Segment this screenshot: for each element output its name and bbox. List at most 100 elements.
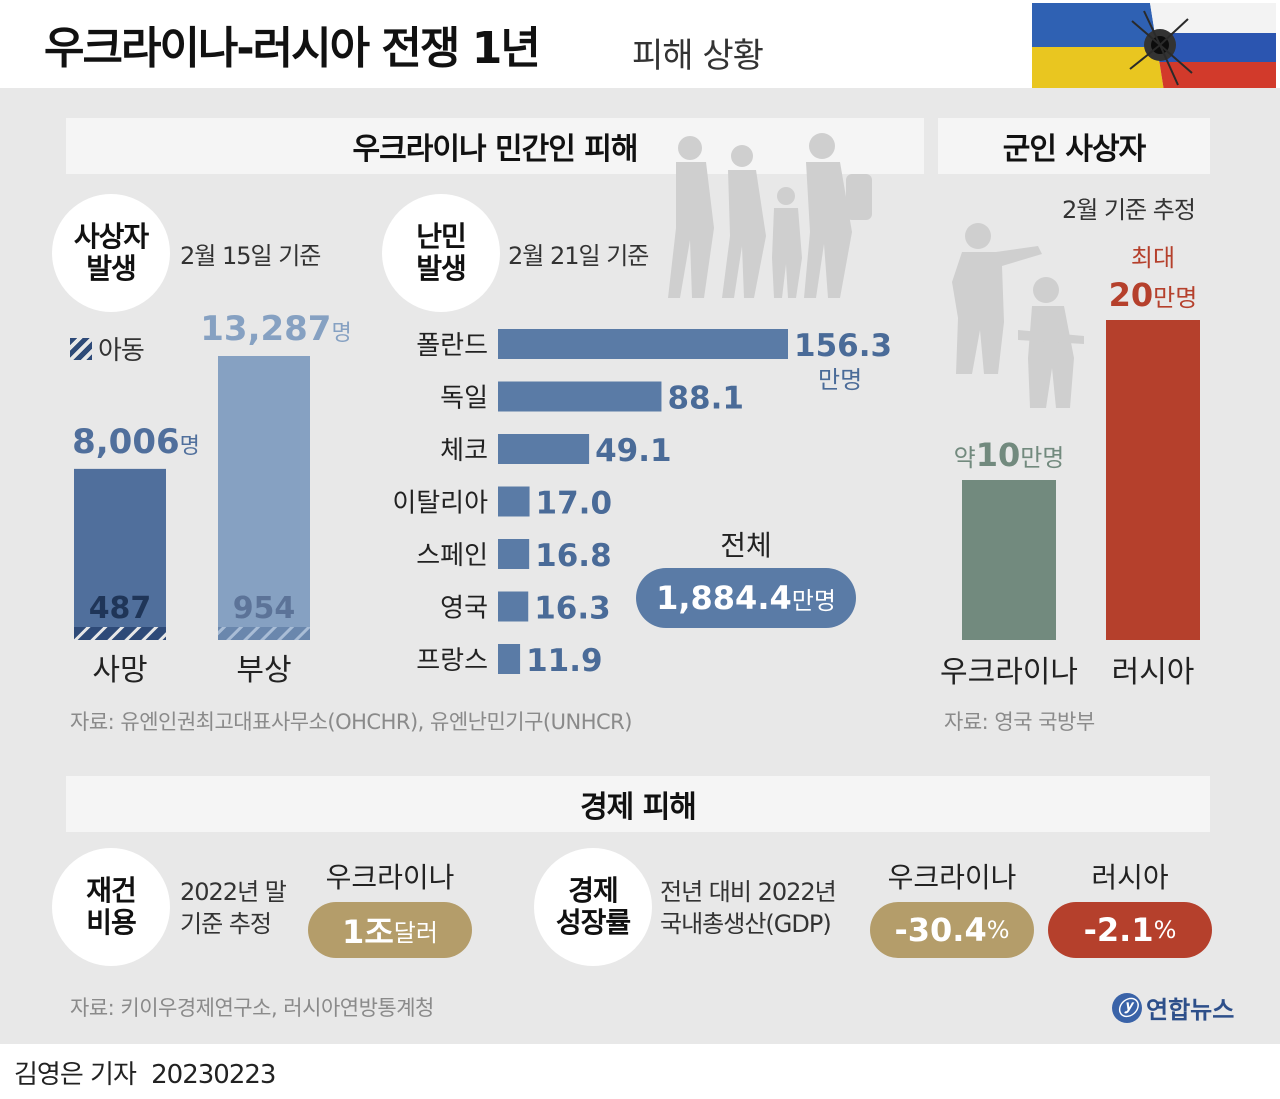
refugee-unit-label: 만명	[818, 366, 862, 394]
page-title: 우크라이나-러시아 전쟁 1년	[44, 23, 541, 74]
military-category-label-0: 우크라이나	[940, 655, 1078, 690]
civilian-source: 자료: 유엔인권최고대표사무소(OHCHR), 유엔난민기구(UNHCR)	[70, 710, 632, 734]
refugee-bar-2	[498, 434, 590, 464]
refugee-bar-1	[498, 381, 662, 412]
refugee-country-label-4: 스페인	[416, 541, 488, 571]
military-category-label-1: 러시아	[1112, 655, 1195, 690]
refugees-total-pill: 1,884.4 만명	[636, 568, 856, 628]
growth-russia-value: -2.1	[1083, 911, 1154, 949]
byline-date: 20230223	[151, 1060, 276, 1090]
casualties-circle-line2: 발생	[86, 252, 137, 285]
child-hatch-bar-0	[74, 627, 166, 640]
rebuild-circle-line2: 비용	[86, 906, 137, 939]
refugee-value-label-0: 156.3	[794, 328, 892, 364]
casualty-bar-1	[218, 356, 310, 640]
casualty-value-label-0: 8,006명	[72, 422, 200, 462]
economic-section-header: 경제 피해	[66, 776, 1210, 832]
economic-section-title: 경제 피해	[580, 790, 697, 825]
soldier-silhouette-illustration	[934, 218, 1094, 414]
refugee-country-label-6: 프랑스	[416, 646, 488, 676]
yonhap-logo-text: 연합뉴스	[1146, 996, 1235, 1024]
casualty-bar-0	[74, 468, 166, 640]
refugee-country-label-2: 체코	[440, 436, 488, 466]
refugees-total-label: 전체	[720, 529, 772, 562]
military-bar-1	[1106, 320, 1200, 640]
refugee-value-label-1: 88.1	[667, 381, 744, 417]
child-legend: 아동	[70, 330, 145, 367]
refugees-circle-line1: 난민	[416, 219, 467, 253]
yonhap-logo-icon: ⓨ	[1112, 992, 1142, 1023]
military-section-title: 군인 사상자	[1002, 132, 1146, 167]
child-hatch-bar-1	[218, 627, 310, 640]
refugee-bar-3	[498, 486, 530, 517]
refugee-bar-6	[498, 644, 521, 674]
child-value-label-1: 954	[233, 591, 296, 626]
growth-circle-line2: 성장률	[555, 906, 631, 939]
rebuild-country: 우크라이나	[325, 861, 455, 894]
refugees-total-unit: 만명	[791, 586, 836, 615]
casualty-category-label-0: 사망	[92, 653, 147, 688]
growth-ukraine-value: -30.4	[894, 911, 987, 949]
refugee-value-label-6: 11.9	[526, 643, 603, 679]
casualty-value-label-1: 13,287명	[200, 309, 351, 349]
refugee-value-label-5: 16.3	[534, 591, 611, 627]
civilian-section-header: 우크라이나 민간인 피해	[66, 118, 924, 174]
refugee-country-label-1: 독일	[440, 384, 488, 414]
military-source: 자료: 영국 국방부	[944, 710, 1095, 734]
refugee-bar-0	[498, 329, 788, 359]
refugee-country-label-0: 폴란드	[416, 331, 488, 361]
growth-russia-unit: %	[1153, 916, 1177, 944]
civilian-section-title: 우크라이나 민간인 피해	[352, 132, 639, 167]
rebuild-unit: 달러	[393, 918, 438, 947]
refugee-bar-5	[498, 591, 529, 622]
child-value-label-0: 487	[89, 591, 152, 626]
refugees-date-note: 2월 21일 기준	[508, 242, 649, 270]
growth-circle: 경제 성장률	[534, 848, 652, 966]
casualty-category-label-1: 부상	[236, 653, 291, 688]
hatched-legend-icon	[70, 337, 92, 360]
refugee-country-label-5: 영국	[440, 594, 488, 624]
yonhap-logo: ⓨ 연합뉴스	[1112, 990, 1234, 1025]
growth-note-line2: 국내총생산(GDP)	[660, 910, 832, 939]
rebuild-note: 2022년 말 기준 추정	[180, 876, 287, 941]
military-value-label-0: 약10만명	[954, 436, 1065, 474]
growth-circle-line1: 경제	[568, 873, 619, 907]
rebuild-value-pill: 1조 달러	[308, 902, 472, 958]
economic-source: 자료: 키이우경제연구소, 러시아연방통계청	[70, 996, 434, 1020]
refugees-circle-line2: 발생	[416, 252, 467, 285]
ukraine-russia-flag-image	[1032, 3, 1276, 91]
military-date-note: 2월 기준 추정	[1062, 196, 1196, 224]
military-value-label-1: 20만명	[1109, 276, 1198, 314]
growth-ukraine-unit: %	[986, 916, 1010, 944]
growth-note-line1: 전년 대비 2022년	[660, 878, 837, 906]
refugees-total-value: 1,884.4	[656, 579, 792, 617]
military-bar-0	[962, 480, 1056, 640]
refugees-circle: 난민 발생	[382, 194, 500, 312]
casualties-date-note: 2월 15일 기준	[180, 242, 321, 270]
refugee-value-label-3: 17.0	[536, 486, 613, 522]
refugee-bar-4	[498, 539, 530, 569]
refugee-value-label-4: 16.8	[535, 538, 612, 574]
rebuild-value: 1조	[342, 913, 394, 951]
page-subtitle: 피해 상황	[632, 36, 764, 76]
casualties-circle: 사상자 발생	[52, 194, 170, 312]
child-legend-label: 아동	[98, 336, 145, 366]
rebuild-circle: 재건 비용	[52, 848, 170, 966]
military-section-header: 군인 사상자	[938, 118, 1210, 174]
refugee-value-label-2: 49.1	[595, 433, 672, 469]
growth-country-ukraine: 우크라이나	[887, 861, 1017, 894]
refugee-silhouette-illustration	[650, 128, 890, 300]
growth-ukraine-pill: -30.4 %	[870, 902, 1034, 958]
military-prefix-label-1: 최대	[1131, 244, 1175, 272]
rebuild-note-line1: 2022년 말	[180, 878, 287, 906]
refugee-country-label-3: 이탈리아	[392, 489, 488, 519]
byline: 김영은 기자 20230223	[14, 1054, 276, 1091]
growth-note: 전년 대비 2022년 국내총생산(GDP)	[660, 876, 837, 941]
rebuild-circle-line1: 재건	[86, 873, 137, 907]
casualties-circle-line1: 사상자	[73, 219, 149, 253]
growth-russia-pill: -2.1 %	[1048, 902, 1212, 958]
growth-country-russia: 러시아	[1091, 861, 1169, 894]
